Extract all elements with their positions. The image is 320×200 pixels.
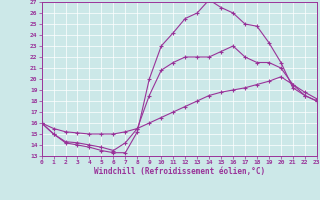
X-axis label: Windchill (Refroidissement éolien,°C): Windchill (Refroidissement éolien,°C) — [94, 167, 265, 176]
